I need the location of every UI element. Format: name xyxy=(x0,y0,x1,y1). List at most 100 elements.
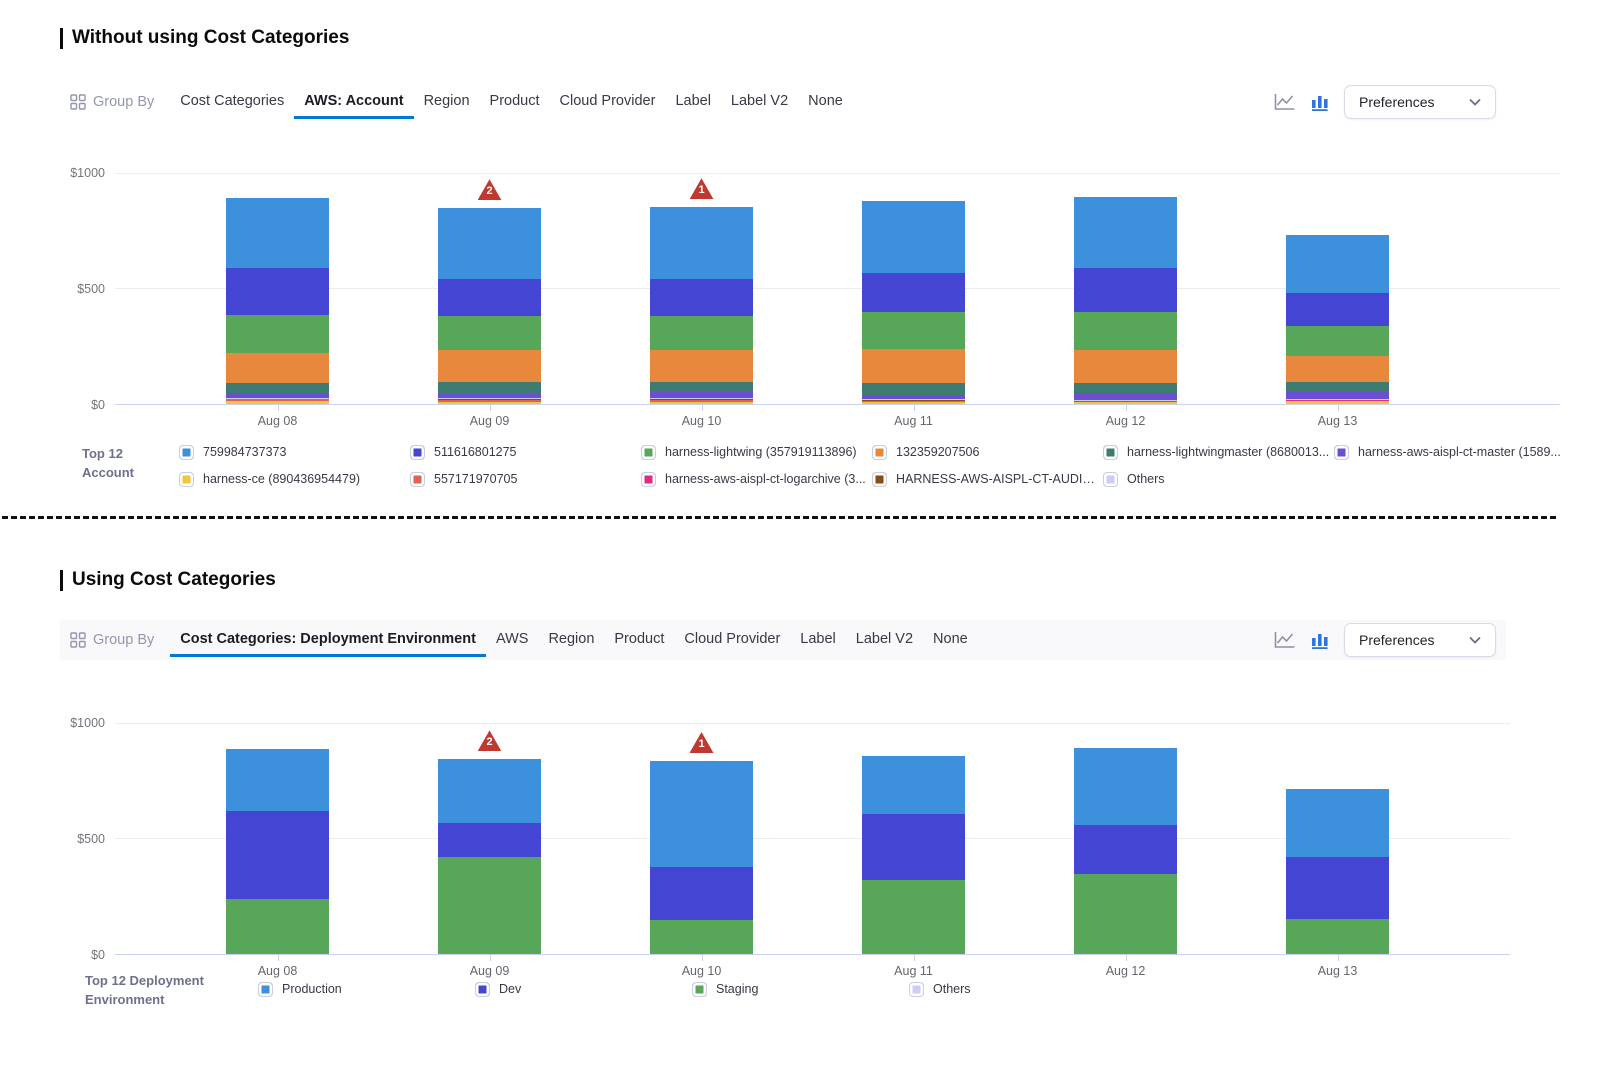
stacked-bar-aug-09[interactable] xyxy=(438,208,541,404)
bar-segment[interactable] xyxy=(226,811,329,899)
bar-segment[interactable] xyxy=(1286,789,1389,857)
bar-segment[interactable] xyxy=(650,382,753,393)
bar-segment[interactable] xyxy=(1286,400,1389,404)
legend-item[interactable]: Others xyxy=(909,978,1126,1000)
bar-segment[interactable] xyxy=(1286,390,1389,399)
bar-segment[interactable] xyxy=(650,278,753,317)
bar-chart-toggle[interactable] xyxy=(1311,631,1329,649)
bar-segment[interactable] xyxy=(862,755,965,815)
anomaly-badge[interactable]: 2 xyxy=(477,730,502,752)
bar-segment[interactable] xyxy=(438,381,541,395)
stacked-bar-aug-08[interactable] xyxy=(226,749,329,954)
groupby-tab-cost-categories-deployment-environment[interactable]: Cost Categories: Deployment Environment xyxy=(170,623,486,657)
legend-item[interactable]: 759984737373 xyxy=(179,441,410,463)
legend-item[interactable]: Others xyxy=(1103,468,1334,490)
groupby-tab-label[interactable]: Label xyxy=(675,93,711,109)
bar-segment[interactable] xyxy=(438,399,541,402)
bar-segment[interactable] xyxy=(650,316,753,350)
bar-segment[interactable] xyxy=(1286,235,1389,294)
stacked-bar-aug-10[interactable] xyxy=(650,207,753,404)
groupby-tab-product[interactable]: Product xyxy=(614,631,665,647)
stacked-bar-aug-08[interactable] xyxy=(226,198,329,404)
bar-segment[interactable] xyxy=(1286,355,1389,382)
bar-segment[interactable] xyxy=(862,201,965,274)
bar-segment[interactable] xyxy=(1286,293,1389,326)
legend-item[interactable]: Staging xyxy=(692,978,909,1000)
bar-segment[interactable] xyxy=(438,315,541,350)
groupby-tab-label[interactable]: Label xyxy=(800,631,836,647)
bar-segment[interactable] xyxy=(1074,350,1177,383)
bar-segment[interactable] xyxy=(1286,325,1389,356)
bar-segment[interactable] xyxy=(226,393,329,398)
bar-segment[interactable] xyxy=(226,315,329,353)
bar-segment[interactable] xyxy=(226,401,329,404)
groupby-tab-cloud-provider[interactable]: Cloud Provider xyxy=(559,93,656,109)
stacked-bar-aug-12[interactable] xyxy=(1074,197,1177,404)
bar-chart-toggle[interactable] xyxy=(1311,93,1329,111)
bar-segment[interactable] xyxy=(1074,873,1177,954)
bar-segment[interactable] xyxy=(226,383,329,394)
stacked-bar-aug-13[interactable] xyxy=(1286,235,1389,404)
bar-segment[interactable] xyxy=(438,278,541,316)
line-chart-toggle[interactable] xyxy=(1274,631,1296,649)
bar-segment[interactable] xyxy=(862,349,965,383)
groupby-tab-aws[interactable]: AWS xyxy=(495,631,529,647)
bar-segment[interactable] xyxy=(862,382,965,395)
bar-segment[interactable] xyxy=(650,207,753,279)
groupby-tab-none[interactable]: None xyxy=(933,631,968,647)
bar-segment[interactable] xyxy=(650,349,753,383)
bar-segment[interactable] xyxy=(1074,748,1177,826)
groupby-tab-cost-categories[interactable]: Cost Categories xyxy=(180,93,285,109)
legend-item[interactable]: harness-ce (890436954479) xyxy=(179,468,410,490)
bar-segment[interactable] xyxy=(438,394,541,399)
bar-segment[interactable] xyxy=(438,208,541,279)
bar-segment[interactable] xyxy=(862,879,965,954)
legend-item[interactable]: harness-lightwing (357919113896) xyxy=(641,441,872,463)
legend-item[interactable]: harness-aws-aispl-ct-logarchive (3... xyxy=(641,468,872,490)
bar-segment[interactable] xyxy=(862,400,965,403)
bar-segment[interactable] xyxy=(650,392,753,399)
bar-segment[interactable] xyxy=(226,198,329,269)
legend-item[interactable]: HARNESS-AWS-AISPL-CT-AUDIT (... xyxy=(872,468,1103,490)
bar-segment[interactable] xyxy=(226,268,329,316)
bar-segment[interactable] xyxy=(438,856,541,954)
bar-segment[interactable] xyxy=(650,761,753,867)
bar-segment[interactable] xyxy=(650,866,753,921)
bar-segment[interactable] xyxy=(1074,393,1177,400)
bar-segment[interactable] xyxy=(438,759,541,823)
legend-item[interactable]: 132359207506 xyxy=(872,441,1103,463)
legend-item[interactable]: Production xyxy=(258,978,475,1000)
bar-segment[interactable] xyxy=(862,814,965,880)
bar-segment[interactable] xyxy=(862,273,965,312)
bar-segment[interactable] xyxy=(650,401,753,404)
bar-segment[interactable] xyxy=(862,402,965,404)
stacked-bar-aug-10[interactable] xyxy=(650,761,753,954)
bar-segment[interactable] xyxy=(1074,268,1177,312)
groupby-tab-label-v2[interactable]: Label V2 xyxy=(730,93,789,109)
bar-segment[interactable] xyxy=(1286,919,1389,954)
bar-segment[interactable] xyxy=(650,399,753,402)
preferences-button[interactable]: Preferences xyxy=(1344,623,1496,657)
bar-segment[interactable] xyxy=(862,311,965,350)
bar-segment[interactable] xyxy=(1074,311,1177,351)
bar-segment[interactable] xyxy=(1074,382,1177,394)
groupby-tab-none[interactable]: None xyxy=(808,93,843,109)
stacked-bar-aug-09[interactable] xyxy=(438,759,541,954)
anomaly-badge[interactable]: 1 xyxy=(689,731,714,753)
bar-segment[interactable] xyxy=(438,401,541,404)
bar-segment[interactable] xyxy=(650,920,753,954)
groupby-tab-cloud-provider[interactable]: Cloud Provider xyxy=(684,631,781,647)
bar-segment[interactable] xyxy=(438,822,541,857)
bar-segment[interactable] xyxy=(1074,825,1177,874)
bar-segment[interactable] xyxy=(226,749,329,812)
bar-segment[interactable] xyxy=(226,898,329,954)
legend-item[interactable]: harness-lightwingmaster (8680013... xyxy=(1103,441,1334,463)
bar-segment[interactable] xyxy=(1074,401,1177,403)
bar-segment[interactable] xyxy=(1286,856,1389,920)
legend-item[interactable]: Dev xyxy=(475,978,692,1000)
bar-segment[interactable] xyxy=(862,394,965,400)
groupby-tab-aws-account[interactable]: AWS: Account xyxy=(294,85,414,119)
bar-segment[interactable] xyxy=(226,398,329,402)
legend-item[interactable]: 511616801275 xyxy=(410,441,641,463)
legend-item[interactable]: harness-aws-aispl-ct-master (1589... xyxy=(1334,441,1565,463)
